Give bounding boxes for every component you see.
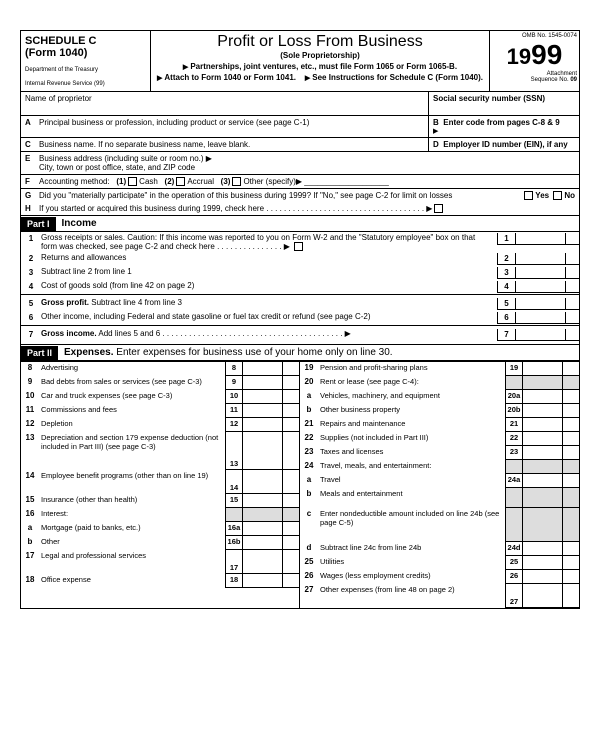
other-checkbox[interactable] [232,177,241,186]
started-checkbox[interactable] [434,204,443,213]
yes-checkbox[interactable] [524,191,533,200]
line-6-text: Other income, including Federal and stat… [41,312,497,321]
part-1-header: Part I Income [21,216,579,232]
line-24d-amount[interactable] [523,542,563,556]
irs-label: Internal Revenue Service (99) [25,81,146,87]
expenses-section: 8Advertising8 9Bad debts from sales or s… [21,361,579,608]
line-16a-amount[interactable] [243,522,283,536]
line-7-text: Gross income. Add lines 5 and 6 . . . . … [41,329,497,338]
part-2-header: Part II Expenses. Enter expenses for bus… [21,345,579,361]
line-20b-amount[interactable] [523,404,563,418]
line-24a-amount[interactable] [523,474,563,488]
form-number: (Form 1040) [25,47,146,59]
line-d-label: Employer ID number (EIN), if any [443,140,567,149]
note-attach: Attach to Form 1040 or Form 1041. [157,73,296,82]
line-9-amount[interactable] [243,376,283,390]
line-17-amount[interactable] [243,550,283,574]
line-g-label: Did you "materially participate" in the … [39,191,522,200]
line-a-label: Principal business or profession, includ… [39,118,309,135]
proprietor-name-field[interactable]: Name of proprietor [21,92,429,115]
line-7-amount[interactable] [515,329,565,341]
line-1-amount[interactable] [515,233,565,245]
note-instructions: See Instructions for Schedule C (Form 10… [305,73,483,82]
statutory-checkbox[interactable] [294,242,303,251]
line-8-amount[interactable] [243,362,283,376]
line-5-text: Gross profit. Subtract line 4 from line … [41,298,497,307]
schedule-label: SCHEDULE C [25,35,146,47]
cash-checkbox[interactable] [128,177,137,186]
form-subtitle: (Sole Proprietorship) [157,51,483,60]
line-1-text: Gross receipts or sales. Caution: If thi… [41,233,497,251]
tax-year: 1999 [492,39,577,71]
line-e2-label: City, town or post office, state, and ZI… [39,163,195,172]
line-25-amount[interactable] [523,556,563,570]
line-13-amount[interactable] [243,432,283,470]
line-14-amount[interactable] [243,470,283,494]
line-11-amount[interactable] [243,404,283,418]
line-2-text: Returns and allowances [41,253,497,262]
line-20a-amount[interactable] [523,390,563,404]
line-6-amount[interactable] [515,312,565,324]
no-checkbox[interactable] [553,191,562,200]
line-4-text: Cost of goods sold (from line 42 on page… [41,281,497,290]
line-5-amount[interactable] [515,298,565,310]
line-c-label: Business name. If no separate business n… [39,140,250,149]
dept-label: Department of the Treasury [25,67,146,73]
line-4-amount[interactable] [515,281,565,293]
line-3-amount[interactable] [515,267,565,279]
line-10-amount[interactable] [243,390,283,404]
line-e-label: Business address (including suite or roo… [39,154,204,163]
line-b-label: Enter code from pages C-8 & 9 [443,118,559,127]
line-f-label: Accounting method: [39,177,110,186]
line-2-amount[interactable] [515,253,565,265]
form-header: SCHEDULE C (Form 1040) Department of the… [21,31,579,92]
accrual-checkbox[interactable] [176,177,185,186]
line-15-amount[interactable] [243,494,283,508]
line-21-amount[interactable] [523,418,563,432]
line-19-amount[interactable] [523,362,563,376]
line-12-amount[interactable] [243,418,283,432]
line-26-amount[interactable] [523,570,563,584]
line-h-label: If you started or acquired this business… [39,204,264,213]
line-23-amount[interactable] [523,446,563,460]
line-18-amount[interactable] [243,574,283,588]
line-27-amount[interactable] [523,584,563,608]
income-section: 1 Gross receipts or sales. Caution: If t… [21,232,579,345]
note-partnerships: Partnerships, joint ventures, etc., must… [157,62,483,71]
ssn-field[interactable]: Social security number (SSN) [429,92,579,115]
line-16b-amount[interactable] [243,536,283,550]
line-22-amount[interactable] [523,432,563,446]
form-title: Profit or Loss From Business [157,33,483,51]
line-3-text: Subtract line 2 from line 1 [41,267,497,276]
schedule-c-form: SCHEDULE C (Form 1040) Department of the… [20,30,580,609]
